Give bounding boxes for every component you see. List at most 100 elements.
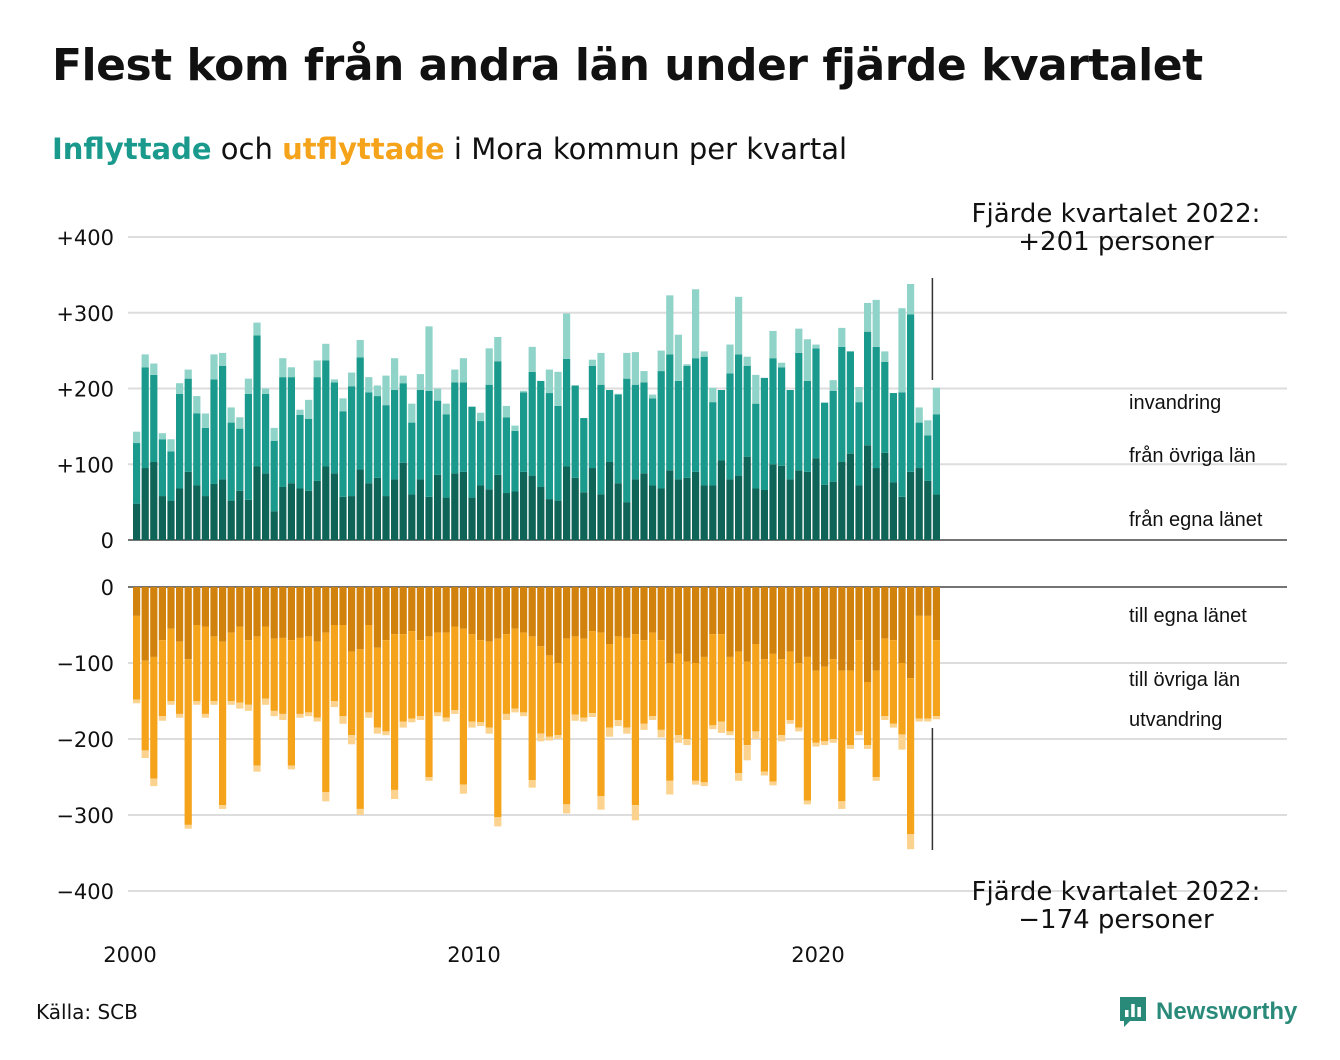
bar-from-own-county [649,485,657,540]
bar-immigration [511,425,519,431]
bar-to-other-counties [296,637,304,714]
bar-to-own-county [391,587,399,635]
bar-from-own-county [494,474,502,540]
bar-emigration [158,716,166,721]
bar-emigration [520,712,528,717]
bar-emigration [846,745,854,749]
bar-from-own-county [915,468,923,540]
bar-from-other-counties [528,371,536,476]
bar-to-other-counties [649,632,657,717]
bar-to-other-counties [855,640,863,732]
bar-emigration [330,701,338,708]
bar-to-own-county [459,587,467,629]
bar-emigration [640,723,648,730]
bar-from-own-county [932,494,940,540]
bar-to-other-counties [485,641,493,728]
bar-immigration [907,283,915,315]
x-tick-label: 2010 [447,943,500,967]
bar-emigration [442,717,450,722]
bar-to-other-counties [769,653,777,782]
bar-to-other-counties [864,682,872,746]
chart-title: Flest kom från andra län under fjärde kv… [52,40,1203,91]
bar-from-other-counties [812,348,820,459]
bar-immigration [296,409,304,416]
bar-from-own-county [434,474,442,540]
bar-from-own-county [666,470,674,540]
axis-labels: +400 +300 +200 +100 0 0 −100 −200 −300 −400 2000 20… [56,226,844,967]
bar-immigration [666,295,674,355]
bar-from-other-counties [399,383,407,463]
bar-emigration [924,718,932,722]
bar-to-other-counties [468,634,476,722]
bar-immigration [494,336,502,362]
bar-emigration [657,729,665,738]
bar-to-own-county [915,587,923,616]
bar-immigration [838,327,846,347]
x-tick-label: 2020 [791,943,844,967]
bar-from-own-county [829,481,837,540]
bar-from-other-counties [468,406,476,498]
bar-to-other-counties [270,638,278,711]
bar-to-own-county [889,587,897,641]
bar-from-other-counties [391,390,399,480]
bar-immigration [881,351,889,362]
upper-tick-label: 0 [101,529,114,553]
bar-emigration [649,716,657,720]
bar-from-other-counties [477,421,485,486]
bar-from-other-counties [563,358,571,467]
bar-emigration [167,701,175,705]
bar-to-other-counties [373,647,381,728]
bar-emigration [674,735,682,743]
bar-emigration [279,713,287,720]
bar-from-own-county [468,497,476,540]
bar-emigration [786,720,794,724]
bar-emigration [305,712,313,717]
bar-from-own-county [786,479,794,540]
bar-to-other-counties [305,636,313,713]
bar-to-own-county [778,587,786,660]
bar-to-own-county [838,587,846,671]
bar-from-own-county [717,460,725,540]
bar-from-own-county [262,473,270,540]
bar-to-other-counties [528,636,536,781]
bar-to-own-county [150,587,158,657]
bar-from-own-county [700,485,708,540]
bar-immigration [855,386,863,403]
bar-emigration [382,731,390,736]
bar-to-own-county [932,587,940,641]
bar-to-own-county [881,587,889,639]
bar-from-own-county [313,480,321,540]
bar-to-own-county [279,587,287,638]
bar-to-own-county [606,587,614,644]
bar-from-other-counties [322,360,330,467]
bar-immigration [769,330,777,359]
bar-to-other-counties [193,625,201,701]
bar-from-own-county [184,471,192,540]
bar-emigration [683,739,691,746]
bar-to-other-counties [563,638,571,805]
bar-from-other-counties [330,382,338,474]
bar-from-other-counties [692,358,700,472]
bar-from-other-counties [210,379,218,484]
bar-to-other-counties [606,644,614,728]
bar-immigration [236,417,244,429]
bar-to-other-counties [623,637,631,728]
bar-to-own-county [313,587,321,642]
bar-from-own-county [657,488,665,540]
newsworthy-logo: Newsworthy [1118,994,1297,1030]
bar-from-other-counties [709,402,717,486]
migration-chart: +400 +300 +200 +100 0 0 −100 −200 −300 −400 2000 20… [56,199,1287,967]
bar-emigration [459,784,467,794]
bar-to-own-county [339,587,347,625]
bar-from-own-county [459,471,467,540]
bar-to-own-county [270,587,278,639]
bar-to-other-counties [494,638,502,818]
bar-immigration [451,369,459,383]
bar-emigration [391,789,399,800]
bar-from-other-counties [459,382,467,472]
bar-emigration [821,741,829,746]
bar-from-own-county [348,496,356,540]
logo-name: Newsworthy [1156,998,1298,1025]
bar-to-own-county [640,587,648,641]
subtitle-connector: och [211,132,283,166]
